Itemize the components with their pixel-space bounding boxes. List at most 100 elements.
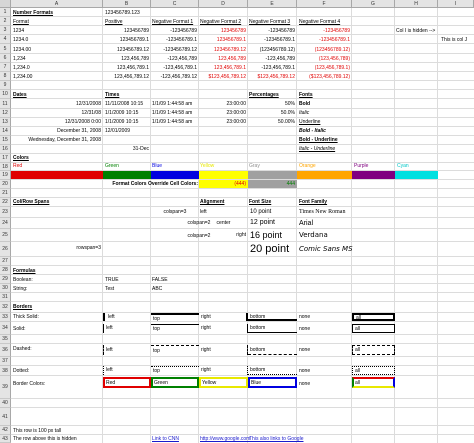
row-header[interactable]: 36 bbox=[0, 344, 11, 357]
column-header-f[interactable]: F bbox=[297, 0, 352, 8]
date-value: Wednesday, December 31, 2008 bbox=[28, 137, 101, 143]
font-underline: Underline bbox=[299, 119, 321, 125]
row-header[interactable]: 34 bbox=[0, 322, 11, 335]
row-header[interactable]: 25 bbox=[0, 229, 11, 242]
row-header[interactable]: 24 bbox=[0, 218, 11, 229]
border-yellow-cell: Yellow bbox=[199, 377, 248, 388]
row-header[interactable]: 14 bbox=[0, 127, 11, 136]
row-header[interactable]: 4 bbox=[0, 35, 11, 44]
row-header[interactable]: 41 bbox=[0, 408, 11, 426]
neg1-header: Negative Format 1 bbox=[152, 19, 194, 25]
cnn-link[interactable]: Link to CNN bbox=[152, 436, 179, 442]
font-size-title: Font Size bbox=[249, 199, 272, 205]
row-header[interactable]: 35 bbox=[0, 335, 11, 344]
row-header[interactable]: 22 bbox=[0, 198, 11, 207]
row-header[interactable]: 39 bbox=[0, 376, 11, 399]
neg2-header: Negative Format 2 bbox=[200, 19, 242, 25]
column-header-a[interactable]: A bbox=[11, 0, 103, 8]
row-header[interactable]: 29 bbox=[0, 275, 11, 284]
neg2-value: 123456789 bbox=[220, 28, 246, 34]
row-header[interactable]: 11 bbox=[0, 99, 11, 109]
cell-text: right bbox=[201, 347, 211, 353]
gridline bbox=[11, 217, 474, 218]
neg1-value: -123,456,789.12 bbox=[160, 74, 197, 80]
row-header[interactable]: 32 bbox=[0, 302, 11, 313]
time-value: 1/1/09 1:44:58 am bbox=[152, 101, 193, 107]
row-header[interactable]: 28 bbox=[0, 266, 11, 275]
row-header[interactable]: 18 bbox=[0, 163, 11, 171]
row-header[interactable]: 15 bbox=[0, 136, 11, 145]
time-value: 23:00:00 bbox=[226, 101, 246, 107]
column-header-c[interactable]: C bbox=[151, 0, 199, 8]
row-header[interactable]: 8 bbox=[0, 72, 11, 81]
cell-text: right bbox=[201, 314, 211, 320]
fonts-title: Fonts bbox=[299, 92, 313, 98]
row-header[interactable]: 27 bbox=[0, 257, 11, 266]
google-url-link[interactable]: http://www.google.com bbox=[200, 436, 251, 442]
neg3-value: $123,456,789.12 bbox=[257, 74, 295, 80]
cell-text: all bbox=[355, 326, 361, 332]
row-header[interactable]: 20 bbox=[0, 180, 11, 189]
neg4-value: (123,456,789) bbox=[318, 56, 350, 62]
row-header[interactable]: 10 bbox=[0, 90, 11, 99]
time-value: 1/1/09 1:44:58 am bbox=[152, 110, 193, 116]
row-header[interactable]: 19 bbox=[0, 171, 11, 180]
column-header-d[interactable]: D bbox=[199, 0, 248, 8]
row-header[interactable]: 38 bbox=[0, 366, 11, 376]
neg1-value: -123,456,789.1 bbox=[163, 65, 197, 71]
row-header[interactable]: 21 bbox=[0, 189, 11, 198]
neg1-value: -123456789 bbox=[170, 28, 197, 34]
row-header[interactable]: 26 bbox=[0, 242, 11, 257]
cell-text: right bbox=[201, 325, 211, 331]
percentage-value: 50% bbox=[284, 101, 295, 107]
dashed-bottom-cell: bottom bbox=[248, 345, 297, 355]
color-label-gray: Gray bbox=[249, 163, 260, 169]
cell-text: all bbox=[355, 347, 361, 353]
cell-text: left bbox=[108, 314, 115, 320]
neg2-value: 123,456,789 bbox=[218, 56, 246, 62]
thick-bottom-cell: bottom bbox=[248, 313, 297, 321]
row-header[interactable]: 2 bbox=[0, 17, 11, 26]
column-header-i[interactable]: I bbox=[438, 0, 474, 8]
gridline bbox=[11, 365, 474, 366]
gridline bbox=[11, 312, 474, 313]
row-header[interactable]: 30 bbox=[0, 284, 11, 293]
google-text-link[interactable]: This also links to Google bbox=[249, 436, 304, 442]
column-header-b[interactable]: B bbox=[103, 0, 151, 8]
row-header[interactable]: 1 bbox=[0, 8, 11, 17]
positive-value: 123,456,789.1 bbox=[117, 65, 149, 71]
row-header[interactable]: 3 bbox=[0, 26, 11, 35]
row-header[interactable]: 7 bbox=[0, 63, 11, 72]
row-header[interactable]: 23 bbox=[0, 207, 11, 218]
format-header: Format bbox=[13, 19, 29, 25]
time-value: 1/1/09 1:44:58 am bbox=[152, 119, 193, 125]
row-header[interactable]: 31 bbox=[0, 293, 11, 302]
row-header[interactable]: 13 bbox=[0, 118, 11, 127]
row-header[interactable]: 42 bbox=[0, 426, 11, 435]
row-header[interactable]: 43 bbox=[0, 435, 11, 443]
row-header[interactable]: 5 bbox=[0, 44, 11, 54]
row-header[interactable]: 17 bbox=[0, 154, 11, 163]
gridline bbox=[11, 241, 474, 242]
column-header-h[interactable]: H bbox=[395, 0, 438, 8]
row-header[interactable]: 6 bbox=[0, 54, 11, 63]
select-all-corner[interactable] bbox=[0, 0, 11, 8]
column-header-e[interactable]: E bbox=[248, 0, 297, 8]
column-header-g[interactable]: G bbox=[352, 0, 395, 8]
font-bold-underline: Bold - Underline bbox=[299, 137, 338, 143]
cell-b1: 123456789.123 bbox=[105, 10, 140, 16]
row-header[interactable]: 40 bbox=[0, 399, 11, 408]
font-family-verdana: Verdana bbox=[299, 231, 328, 239]
thick-left-cell: left bbox=[103, 313, 151, 321]
solid-bottom-cell: bottom bbox=[248, 324, 297, 333]
row-header[interactable]: 33 bbox=[0, 313, 11, 322]
gridline bbox=[351, 8, 352, 443]
gridline bbox=[11, 398, 474, 399]
cell-text: top bbox=[153, 368, 160, 374]
row-header[interactable]: 37 bbox=[0, 357, 11, 366]
row-header[interactable]: 16 bbox=[0, 145, 11, 154]
format-name: 1,234 bbox=[13, 56, 26, 62]
row-header[interactable]: 9 bbox=[0, 81, 11, 90]
row-header[interactable]: 12 bbox=[0, 109, 11, 118]
